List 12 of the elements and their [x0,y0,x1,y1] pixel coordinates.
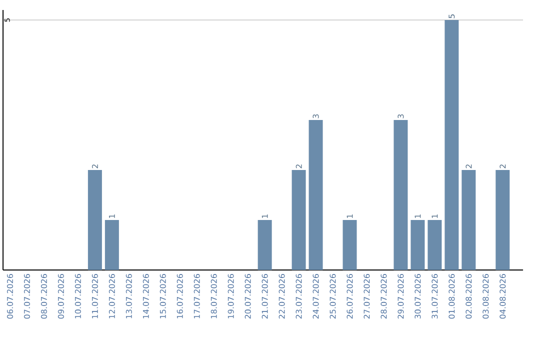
bar [104,220,119,270]
bar [342,220,357,270]
bar [292,170,306,270]
bar [394,120,408,270]
bar [410,220,425,270]
bar [258,220,272,270]
bar [88,170,102,270]
bar [428,220,442,270]
bar [496,170,510,270]
bar [308,120,323,270]
bar [444,20,459,270]
bar [462,170,476,270]
